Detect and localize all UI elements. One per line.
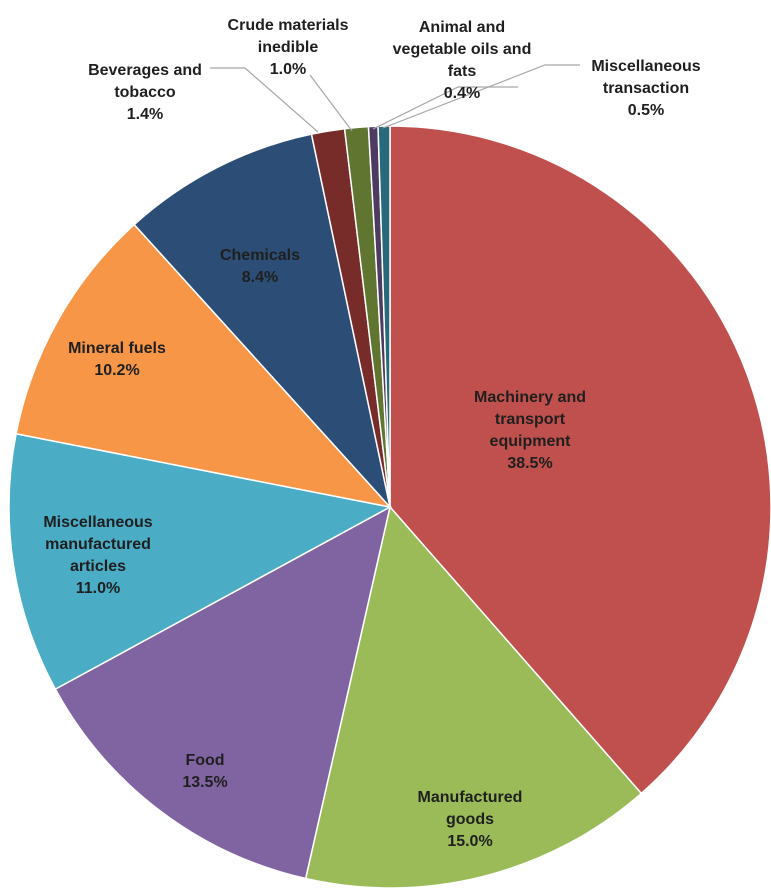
slice-name-line: inedible	[258, 39, 319, 56]
slice-name-line: Animal and	[419, 19, 505, 36]
slice-name-line: Miscellaneous	[43, 514, 152, 531]
slice-label: Chemicals 8.4%	[220, 247, 300, 286]
slice-name-line: Crude materials	[228, 17, 349, 34]
slice-name-line: fats	[448, 63, 477, 80]
slice-name-line: transaction	[603, 80, 689, 97]
leader-line	[372, 86, 518, 130]
slice-value-label: 13.5%	[182, 774, 227, 791]
slice-labels: Machinery and transport equipment 38.5% Manu…	[43, 17, 700, 850]
slice-label: Manufactured goods 15.0%	[418, 789, 523, 850]
slice-label: Miscellaneous manufactured articles 11.0%	[43, 514, 152, 597]
slice-name-line: Chemicals	[220, 247, 300, 264]
leader-line	[309, 74, 353, 132]
slice-value-label: 1.4%	[127, 106, 163, 123]
pie-slice	[15, 223, 393, 509]
slice-name-line: Machinery and	[474, 389, 586, 406]
slice-name-line: Beverages and	[88, 62, 202, 79]
slice-value-label: 15.0%	[447, 833, 492, 850]
slice-label: Food 13.5%	[182, 752, 227, 791]
slice-label: Crude materials inedible 1.0%	[228, 17, 349, 78]
slice-value-label: 0.5%	[628, 102, 664, 119]
slice-name-line: Food	[185, 752, 224, 769]
slice-name-line: articles	[70, 558, 126, 575]
slice-name-line: vegetable oils and	[393, 41, 532, 58]
slice-value-label: 1.0%	[270, 61, 306, 78]
slice-name-line: Manufactured	[418, 789, 523, 806]
pie-slice	[54, 505, 392, 880]
slice-name-line: Miscellaneous	[591, 58, 700, 75]
slice-value-label: 11.0%	[76, 580, 120, 597]
leader-line	[382, 64, 580, 129]
slice-name-line: goods	[446, 811, 494, 828]
slice-label: Mineral fuels 10.2%	[68, 340, 166, 379]
leader-lines	[210, 64, 580, 133]
slice-value-label: 8.4%	[242, 269, 278, 286]
pie-slices	[8, 125, 771, 889]
pie-slice	[8, 432, 393, 691]
leader-line	[210, 67, 319, 133]
slice-label: Machinery and transport equipment 38.5%	[474, 389, 586, 472]
slice-value-label: 38.5%	[507, 455, 552, 472]
slice-name-line: tobacco	[114, 84, 176, 101]
slice-label: Animal and vegetable oils and fats 0.4%	[393, 19, 532, 102]
slice-value-label: 0.4%	[444, 85, 480, 102]
pie-slice	[133, 133, 392, 510]
pie-slice	[304, 505, 643, 889]
slice-label: Miscellaneous transaction 0.5%	[591, 58, 700, 119]
slice-label: Beverages and tobacco 1.4%	[88, 62, 202, 123]
slice-name-line: equipment	[490, 433, 572, 450]
pie-slice	[389, 125, 771, 795]
slice-value-label: 10.2%	[94, 362, 139, 379]
slice-name-line: manufactured	[45, 536, 151, 553]
slice-name-line: Mineral fuels	[68, 340, 166, 357]
slice-name-line: transport	[495, 411, 566, 428]
